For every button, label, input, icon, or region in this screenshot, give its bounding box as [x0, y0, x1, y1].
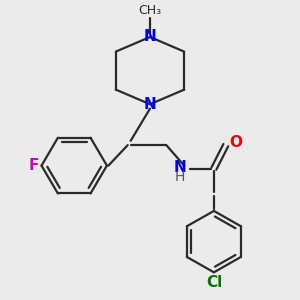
Text: N: N: [144, 97, 156, 112]
Text: F: F: [28, 158, 38, 173]
Text: Cl: Cl: [206, 275, 222, 290]
Text: H: H: [175, 170, 185, 184]
Text: CH₃: CH₃: [138, 4, 162, 16]
Text: N: N: [173, 160, 186, 175]
Text: O: O: [230, 135, 242, 150]
Text: N: N: [144, 29, 156, 44]
